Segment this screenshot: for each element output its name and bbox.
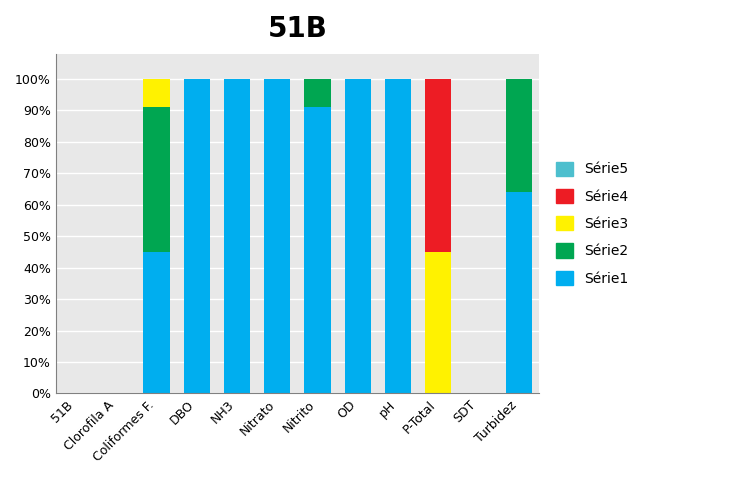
Bar xyxy=(506,192,532,393)
Bar xyxy=(143,79,170,107)
Bar xyxy=(506,79,532,192)
Bar xyxy=(305,107,331,393)
Bar xyxy=(305,79,331,107)
Bar xyxy=(425,79,451,252)
Bar xyxy=(224,79,250,393)
Bar xyxy=(344,79,371,393)
Bar xyxy=(264,79,291,393)
Title: 51B: 51B xyxy=(267,15,327,43)
Bar xyxy=(143,107,170,252)
Bar xyxy=(184,79,210,393)
Bar xyxy=(143,252,170,393)
Legend: Série5, Série4, Série3, Série2, Série1: Série5, Série4, Série3, Série2, Série1 xyxy=(551,156,634,291)
Bar xyxy=(425,252,451,393)
Bar xyxy=(385,79,411,393)
